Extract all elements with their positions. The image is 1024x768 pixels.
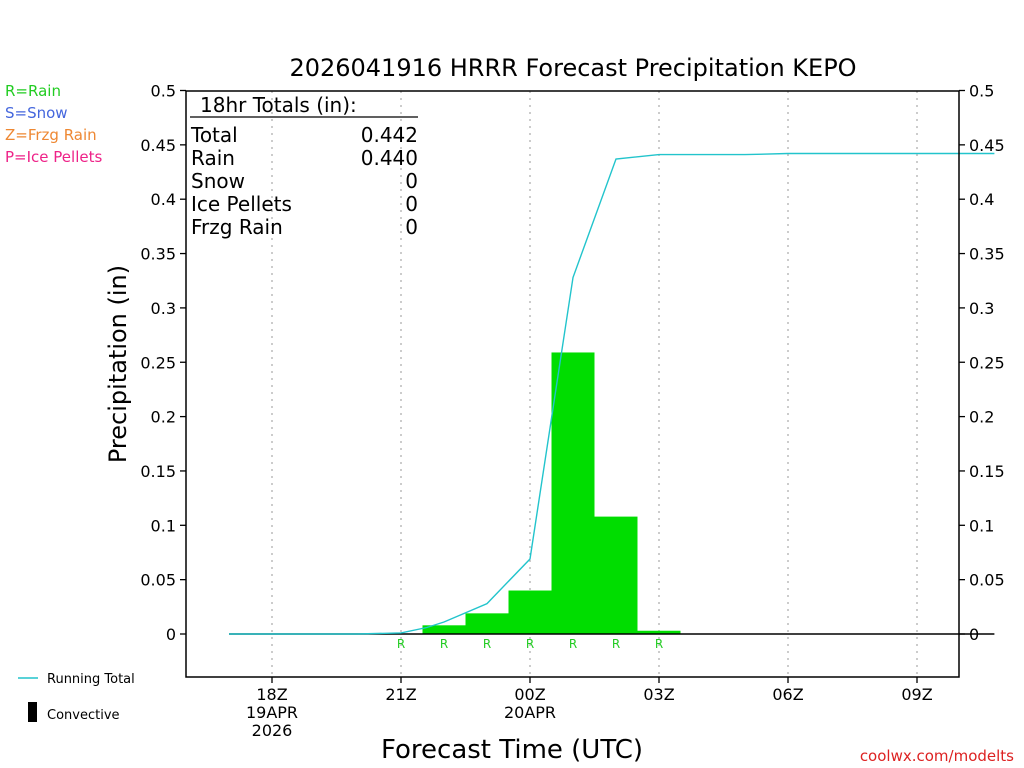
y-tick-label-right: 0.1 <box>969 516 994 535</box>
x-tick-label: 20APR <box>504 703 556 722</box>
convective-legend-swatch <box>28 702 37 722</box>
y-tick-label-right: 0 <box>969 625 979 644</box>
totals-row-label: Total <box>190 123 238 147</box>
x-tick-label: 18Z <box>256 685 287 704</box>
totals-row-label: Frzg Rain <box>191 215 283 239</box>
y-tick-label-left: 0.15 <box>140 462 176 481</box>
totals-row-label: Snow <box>191 169 245 193</box>
precip-type-marker: R <box>440 637 448 651</box>
totals-row-value: 0.440 <box>361 146 418 170</box>
x-tick-label: 19APR <box>246 703 298 722</box>
y-tick-label-left: 0.4 <box>151 190 176 209</box>
y-tick-label-right: 0.2 <box>969 408 994 427</box>
totals-heading: 18hr Totals (in): <box>200 93 357 117</box>
precip-type-marker: R <box>612 637 620 651</box>
y-tick-label-left: 0.1 <box>151 516 176 535</box>
x-axis-title: Forecast Time (UTC) <box>381 735 643 765</box>
y-tick-label-right: 0.15 <box>969 462 1005 481</box>
precip-type-marker: R <box>655 637 663 651</box>
y-tick-label-right: 0.45 <box>969 136 1005 155</box>
y-tick-label-left: 0 <box>166 625 176 644</box>
credit-text: coolwx.com/modelts <box>860 747 1014 765</box>
y-axis-title: Precipitation (in) <box>104 265 132 463</box>
y-tick-label-left: 0.45 <box>140 136 176 155</box>
rain-bar <box>465 613 509 634</box>
x-tick-label: 00Z <box>514 685 545 704</box>
y-tick-label-left: 0.35 <box>140 245 176 264</box>
y-tick-label-right: 0.05 <box>969 571 1005 590</box>
rain-bar <box>594 516 638 634</box>
convective-legend-label: Convective <box>47 708 120 723</box>
y-tick-label-left: 0.3 <box>151 299 176 318</box>
totals-row-value: 0 <box>405 192 418 216</box>
rain-bar <box>508 590 552 634</box>
totals-row-label: Ice Pellets <box>191 192 292 216</box>
y-tick-label-left: 0.25 <box>140 353 176 372</box>
precip-type-marker: R <box>569 637 577 651</box>
running-total-legend-label: Running Total <box>47 672 135 687</box>
x-tick-label: 03Z <box>643 685 674 704</box>
y-tick-label-left: 0.05 <box>140 571 176 590</box>
x-tick-label: 06Z <box>772 685 803 704</box>
totals-row-value: 0.442 <box>361 123 418 147</box>
x-tick-label: 2026 <box>252 721 293 740</box>
x-tick-label: 09Z <box>901 685 932 704</box>
precip-type-marker: R <box>397 637 405 651</box>
type-legend-entry: R=Rain <box>5 82 61 100</box>
x-tick-label: 21Z <box>385 685 416 704</box>
type-legend-entry: Z=Frzg Rain <box>5 126 97 144</box>
y-tick-label-left: 0.5 <box>151 82 176 101</box>
rain-bar <box>551 352 595 634</box>
type-legend-entry: S=Snow <box>5 104 68 122</box>
y-tick-label-right: 0.35 <box>969 245 1005 264</box>
totals-row-value: 0 <box>405 169 418 193</box>
totals-row-value: 0 <box>405 215 418 239</box>
rain-bar <box>637 630 681 634</box>
y-tick-label-right: 0.4 <box>969 190 994 209</box>
plot-frame <box>185 90 960 678</box>
precip-type-marker: R <box>483 637 491 651</box>
type-legend-entry: P=Ice Pellets <box>5 148 102 166</box>
rain-bar <box>422 625 466 634</box>
y-tick-label-right: 0.5 <box>969 82 994 101</box>
y-tick-label-right: 0.25 <box>969 353 1005 372</box>
running-total-line <box>229 152 995 635</box>
precip-type-marker: R <box>526 637 534 651</box>
chart-title: 2026041916 HRRR Forecast Precipitation K… <box>289 54 856 82</box>
y-tick-label-right: 0.3 <box>969 299 994 318</box>
totals-row-label: Rain <box>191 146 235 170</box>
y-tick-label-left: 0.2 <box>151 408 176 427</box>
